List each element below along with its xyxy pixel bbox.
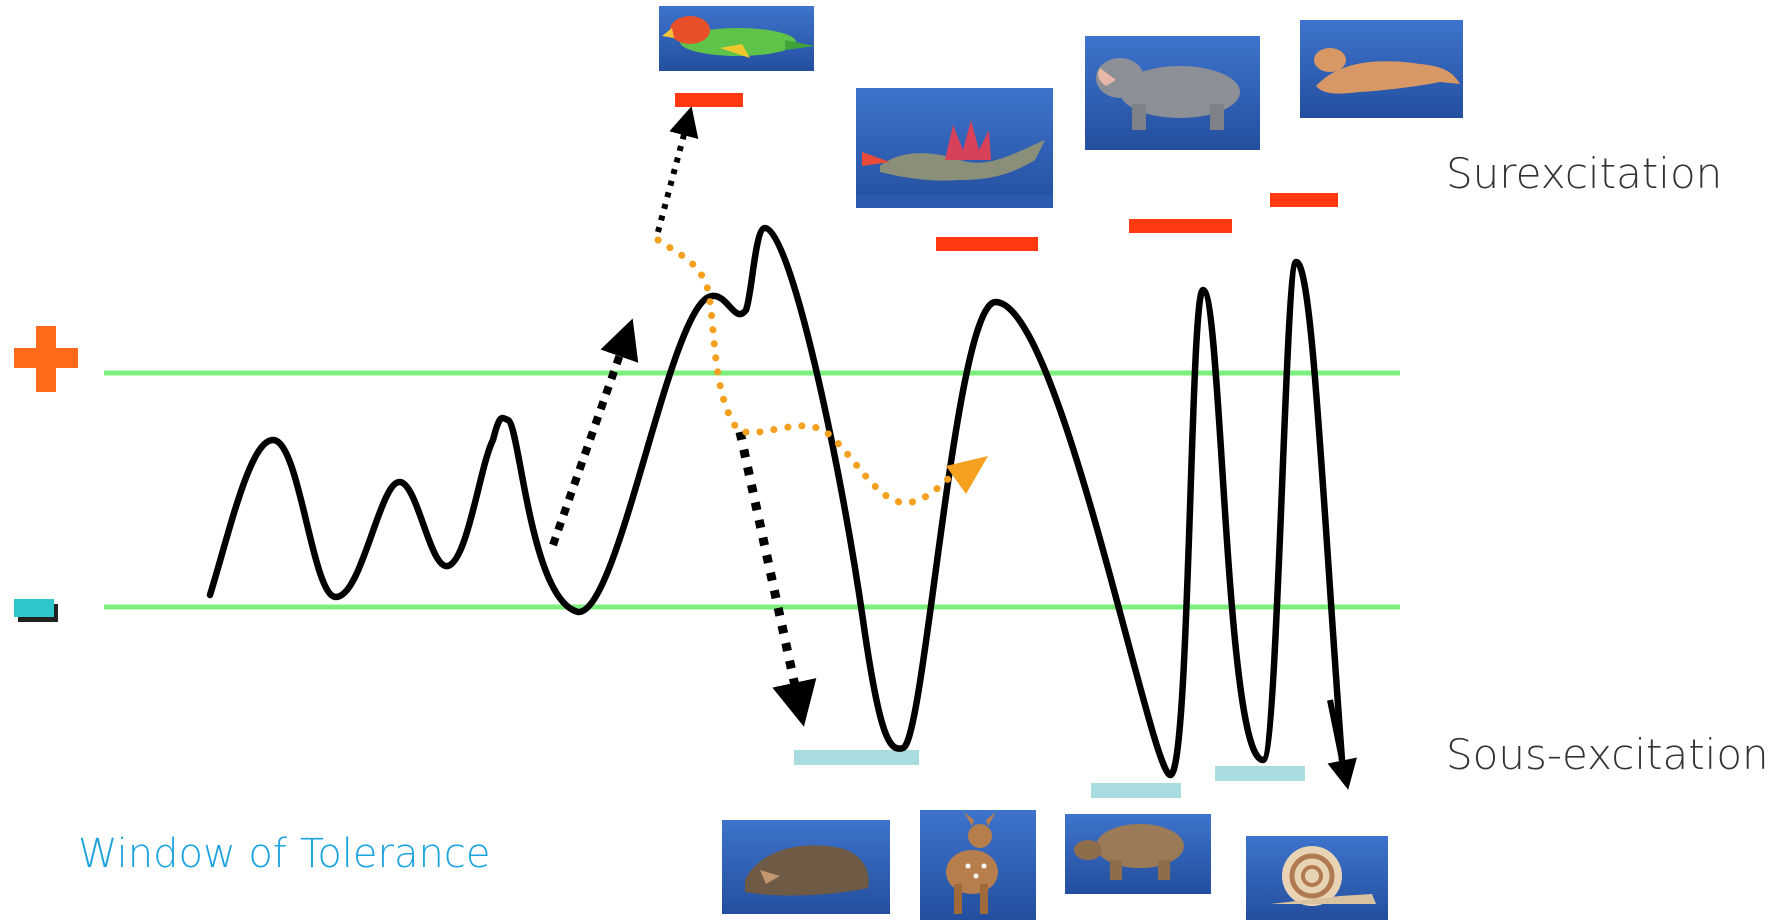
underarousal-label: Sous-excitation [1446,730,1769,779]
dotted-regulation-path [654,236,966,507]
overarousal-label: Surexcitation [1446,149,1723,198]
minus-icon [14,599,58,622]
turtle-picture [1065,814,1211,894]
hyper-bar [675,93,743,107]
snail-picture [1246,836,1388,920]
dotted-arrow-down-to-hypo [735,431,817,727]
fawn-picture [920,810,1036,920]
mole-picture [722,820,890,914]
hippo-picture [1085,36,1260,150]
dotted-arrow-up-to-hyper [655,106,699,233]
dotted-arrow-up-to-window [549,318,639,547]
tiger-picture [1300,20,1463,118]
hyper-bar [1270,193,1338,207]
hypo-bar [1215,766,1305,781]
hyper-bar [1129,219,1232,233]
parrot-picture [659,6,815,71]
hyper-bar [936,237,1038,251]
dragon-picture [856,88,1053,208]
hypo-bar [794,750,919,765]
arousal-curve [206,224,1346,779]
curve-end-arrow [1327,699,1357,790]
window-of-tolerance-label: Window of Tolerance [78,831,491,877]
hypo-bar [1091,783,1181,798]
orange-arrow-head [946,456,988,494]
plus-icon [14,326,78,392]
